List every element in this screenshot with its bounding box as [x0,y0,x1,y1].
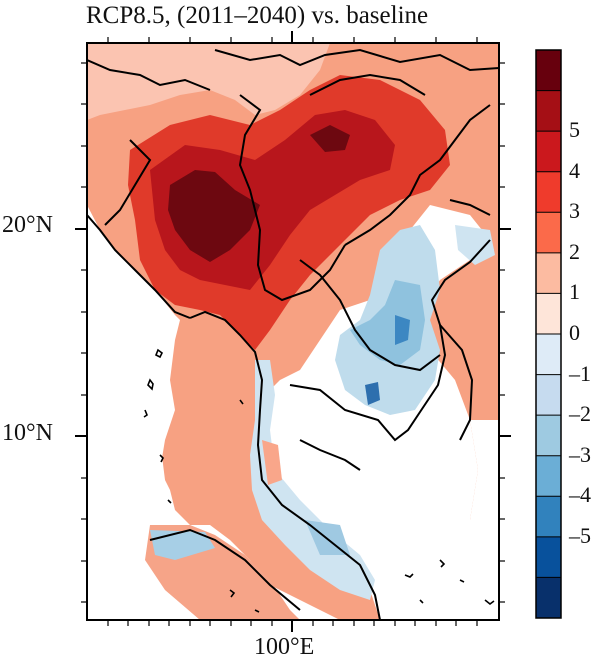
colorbar-segment [536,252,561,294]
colorbar-segment [536,171,561,213]
colorbar-segment [536,90,561,132]
colorbar-segment [536,496,561,538]
colorbar-segment [536,212,561,254]
peninsula-warm-patch [262,440,282,485]
blue-zone-deep-2 [365,382,380,405]
anomaly-field [87,43,499,620]
colorbar-tick-label: 5 [569,117,580,143]
blue-zone-deep [395,315,410,345]
country-borders [87,48,499,620]
colorbar-tick-label: 3 [569,198,580,224]
northern-pink-zone [87,43,330,120]
darkest-red-zone [168,170,260,262]
andaman-sea [87,330,165,540]
blue-zone-coast [455,225,495,265]
colorbar-tick-label: 4 [569,157,580,183]
colorbar-tick-label: –5 [569,522,591,548]
colorbar-segment [536,536,561,578]
colorbar-tick-label: –2 [569,401,591,427]
colorbar-segment [536,293,561,335]
gulf-of-thailand [282,380,395,480]
colorbar-tick-label: 0 [569,320,580,345]
colorbar-segment [536,50,561,92]
lat-label-10n: 10°N [2,420,53,446]
lon-label-100e: 100°E [254,634,315,660]
colorbar-segment [536,334,561,376]
axis-ticks [75,31,511,632]
colorbar-segment [536,374,561,416]
colorbar [536,50,561,619]
map-title: RCP8.5, (2011–2040) vs. baseline [86,2,429,29]
colorbar-tick-label: 1 [569,279,580,305]
island-outlines [143,348,495,613]
sumatra-blue-patch [150,530,215,560]
bay-west [87,205,170,330]
minor-ticks [81,37,505,626]
lat-label-20n: 20°N [2,212,53,238]
colorbar-tick-label: 2 [569,238,580,264]
colorbar-segment [536,415,561,457]
south-china-sea [465,420,499,600]
darkest-red-patch [310,125,350,152]
colorbar-segment [536,131,561,173]
colorbar-tick-label: –4 [569,482,591,508]
colorbar-segment [536,455,561,497]
blue-zone-mid [350,280,425,365]
peninsula-zone [250,360,375,600]
colorbar-tick-label: –3 [569,441,591,467]
colorbar-frame [535,49,562,619]
colorbar-tick-label: –1 [569,360,591,386]
colorbar-segment [536,577,561,619]
